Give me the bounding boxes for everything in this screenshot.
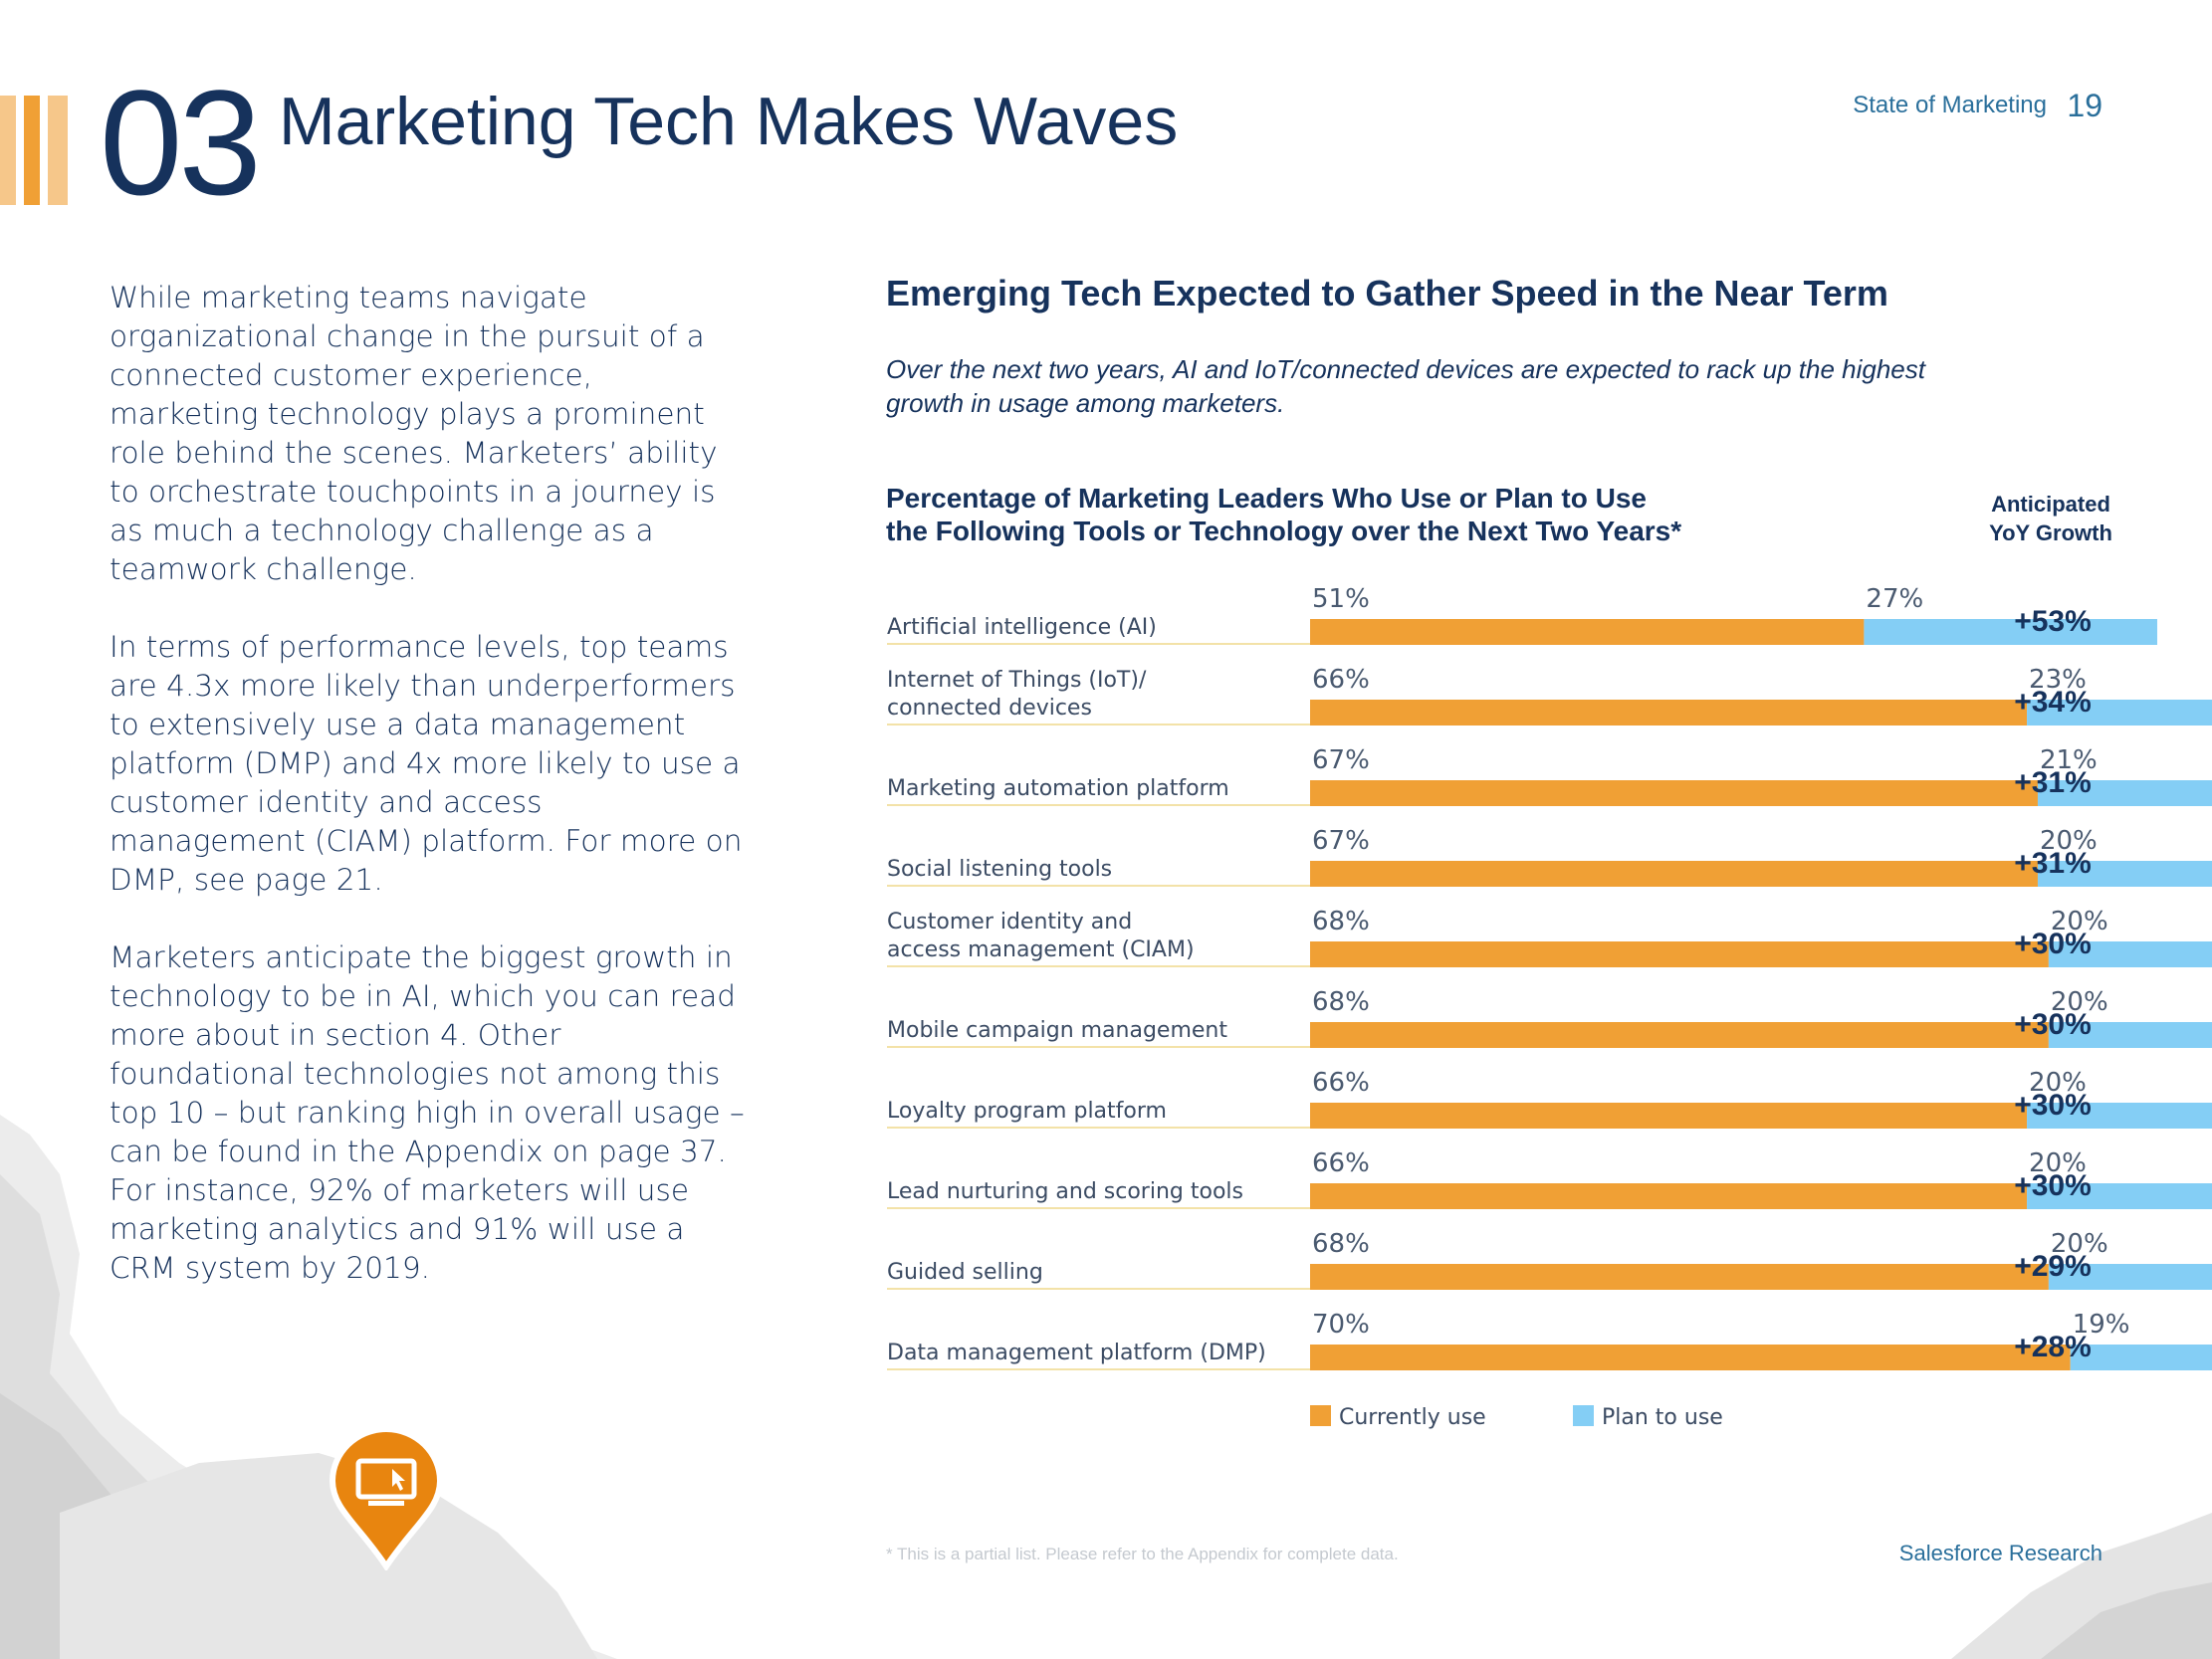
data-label-currently-use: 67% <box>1312 826 1370 856</box>
body-paragraph: Marketers anticipate the biggest growth … <box>110 940 745 1285</box>
data-label-plan-to-use: 20% <box>2051 907 2108 936</box>
legend-label-plan-to-use: Plan to use <box>1602 1405 1723 1430</box>
category-label: Mobile campaign management <box>887 1018 1227 1043</box>
growth-value: +29% <box>2014 1250 2092 1283</box>
bar-currently-use <box>1310 1345 2071 1370</box>
brand-footer: Salesforce Research <box>1898 1541 2102 1565</box>
growth-value: +34% <box>2014 686 2092 719</box>
data-label-currently-use: 66% <box>1312 665 1370 695</box>
category-label: connected devices <box>887 696 1092 721</box>
data-label-currently-use: 67% <box>1312 745 1370 775</box>
body-paragraph: In terms of performance levels, top team… <box>110 630 743 897</box>
bar-plan-to-use <box>2037 861 2212 887</box>
report-label: State of Marketing <box>1853 92 2047 118</box>
growth-value: +30% <box>2014 1089 2092 1122</box>
bar-currently-use <box>1310 1103 2028 1129</box>
bar-currently-use <box>1310 1183 2028 1209</box>
data-label-currently-use: 66% <box>1312 1068 1370 1098</box>
growth-value: +30% <box>2014 1008 2092 1041</box>
growth-value: +30% <box>2014 928 2092 960</box>
body-paragraph: While marketing teams navigate organizat… <box>110 281 718 586</box>
chart-title-line: the Following Tools or Technology over t… <box>886 516 1682 546</box>
legend-swatch-currently-use <box>1310 1405 1331 1426</box>
growth-column-header: Anticipated YoY Growth <box>1951 490 2150 547</box>
category-label: Lead nurturing and scoring tools <box>887 1179 1243 1204</box>
section-number: 03 <box>100 59 262 226</box>
data-label-plan-to-use: 19% <box>2073 1310 2130 1340</box>
bar-currently-use <box>1310 1022 2049 1048</box>
page-number: 19 <box>2067 88 2102 123</box>
growth-value: +30% <box>2014 1169 2092 1202</box>
data-label-currently-use: 66% <box>1312 1148 1370 1178</box>
growth-value: +31% <box>2014 766 2092 799</box>
category-label: Customer identity and <box>887 910 1132 934</box>
category-label: Social listening tools <box>887 857 1112 882</box>
chart-footnote: * This is a partial list. Please refer t… <box>886 1545 1399 1563</box>
bar-plan-to-use <box>2037 780 2212 806</box>
bar-plan-to-use <box>2048 941 2212 967</box>
body-copy: While marketing teams navigate organizat… <box>110 279 747 1327</box>
bar-plan-to-use <box>2027 700 2212 726</box>
bar-currently-use <box>1310 700 2028 726</box>
data-label-plan-to-use: 23% <box>2029 665 2087 695</box>
data-label-plan-to-use: 20% <box>2051 1229 2108 1259</box>
data-label-plan-to-use: 20% <box>2040 826 2098 856</box>
chart-section-heading: Emerging Tech Expected to Gather Speed i… <box>886 273 1888 313</box>
bar-plan-to-use <box>1864 619 2157 645</box>
growth-value: +53% <box>2014 605 2092 638</box>
bar-currently-use <box>1310 1264 2049 1290</box>
bar-plan-to-use <box>2048 1264 2212 1290</box>
data-label-currently-use: 68% <box>1312 1229 1370 1259</box>
bar-currently-use <box>1310 861 2038 887</box>
category-label: Marketing automation platform <box>887 776 1229 801</box>
bar-currently-use <box>1310 941 2049 967</box>
category-label: Loyalty program platform <box>887 1099 1167 1124</box>
data-label-currently-use: 51% <box>1312 584 1370 614</box>
category-label: Data management platform (DMP) <box>887 1341 1266 1365</box>
monitor-pin-icon <box>329 1425 444 1570</box>
section-stripes <box>0 96 68 205</box>
bar-plan-to-use <box>2070 1345 2212 1370</box>
category-label: Artificial intelligence (AI) <box>887 615 1157 640</box>
data-label-plan-to-use: 27% <box>1866 584 1923 614</box>
chart-intro-text: Over the next two years, AI and IoT/conn… <box>886 354 1925 418</box>
data-label-plan-to-use: 21% <box>2040 745 2098 775</box>
bar-plan-to-use <box>2027 1103 2212 1129</box>
growth-value: +28% <box>2014 1331 2092 1363</box>
data-label-currently-use: 70% <box>1312 1310 1370 1340</box>
category-label: Guided selling <box>887 1260 1043 1285</box>
data-label-currently-use: 68% <box>1312 987 1370 1017</box>
growth-value: +31% <box>2014 847 2092 880</box>
growth-header-line: Anticipated <box>1991 492 2110 517</box>
data-label-plan-to-use: 20% <box>2051 987 2108 1017</box>
data-label-currently-use: 68% <box>1312 907 1370 936</box>
growth-header-line: YoY Growth <box>1989 520 2112 545</box>
legend-swatch-plan-to-use <box>1573 1405 1594 1426</box>
chart-title-line: Percentage of Marketing Leaders Who Use … <box>886 483 1647 514</box>
bar-plan-to-use <box>2027 1183 2212 1209</box>
data-label-plan-to-use: 20% <box>2029 1068 2087 1098</box>
section-title: Marketing Tech Makes Waves <box>279 84 1179 159</box>
data-label-plan-to-use: 20% <box>2029 1148 2087 1178</box>
category-label: access management (CIAM) <box>887 937 1195 962</box>
chart-title: Percentage of Marketing Leaders Who Use … <box>886 482 1742 547</box>
bar-currently-use <box>1310 780 2038 806</box>
bar-plan-to-use <box>2048 1022 2212 1048</box>
category-label: Internet of Things (IoT)/ <box>887 668 1147 693</box>
bar-currently-use <box>1310 619 1865 645</box>
legend-label-currently-use: Currently use <box>1339 1405 1486 1430</box>
